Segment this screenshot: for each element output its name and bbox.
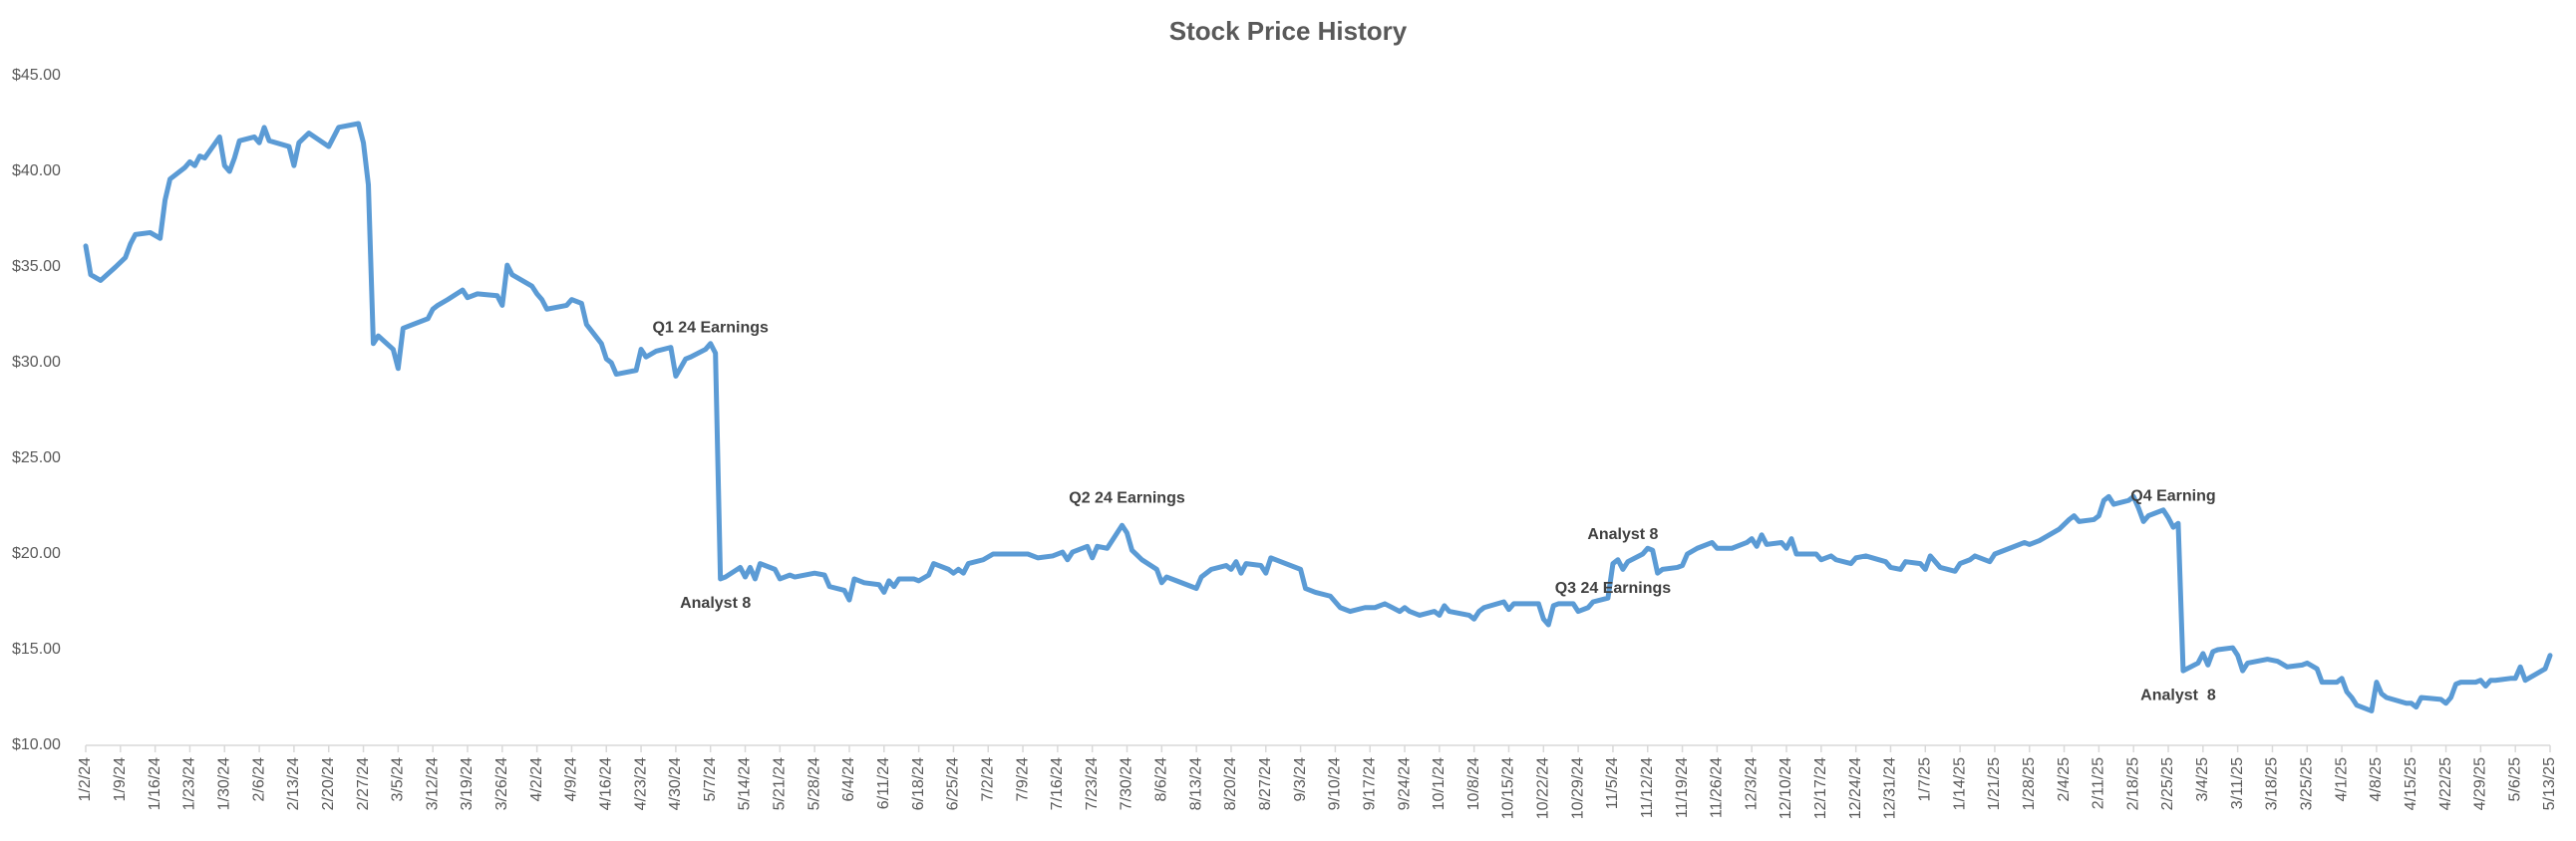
annotation: Q3 24 Earnings xyxy=(1555,580,1672,597)
x-tick-label: 4/16/24 xyxy=(597,757,614,810)
annotation: Analyst 8 xyxy=(1587,526,1658,543)
x-tick-label: 3/12/24 xyxy=(424,757,441,810)
x-tick-label: 4/22/25 xyxy=(2437,757,2454,810)
x-tick-label: 8/27/24 xyxy=(1257,757,1274,810)
x-tick-label: 10/15/24 xyxy=(1500,757,1517,819)
y-tick-label: $25.00 xyxy=(12,449,61,466)
x-tick-label: 3/25/25 xyxy=(2299,757,2316,810)
x-tick-label: 12/3/24 xyxy=(1743,757,1760,810)
y-tick-label: $15.00 xyxy=(12,641,61,658)
x-tick-label: 4/8/25 xyxy=(2368,757,2385,802)
x-tick-label: 3/11/25 xyxy=(2229,757,2246,809)
x-tick-label: 12/17/24 xyxy=(1812,757,1829,819)
x-tick-label: 12/10/24 xyxy=(1777,757,1794,819)
x-tick-label: 6/18/24 xyxy=(910,757,927,810)
x-tick-label: 6/4/24 xyxy=(840,757,857,802)
x-tick-label: 9/3/24 xyxy=(1292,757,1309,802)
x-tick-label: 7/2/24 xyxy=(979,757,996,802)
x-tick-label: 9/17/24 xyxy=(1361,757,1378,810)
x-tick-label: 10/29/24 xyxy=(1569,757,1586,819)
x-tick-label: 3/4/25 xyxy=(2194,757,2211,802)
x-tick-label: 3/5/24 xyxy=(390,757,407,802)
x-tick-label: 4/2/24 xyxy=(528,757,545,802)
x-tick-label: 2/13/24 xyxy=(285,757,302,810)
x-tick-label: 1/2/24 xyxy=(77,757,94,802)
x-tick-label: 8/6/24 xyxy=(1153,757,1170,802)
y-tick-label: $30.00 xyxy=(12,354,61,371)
x-tick-label: 11/12/24 xyxy=(1639,757,1656,818)
annotation: Analyst 8 xyxy=(2140,687,2216,703)
x-tick-label: 4/29/25 xyxy=(2472,757,2489,810)
x-tick-label: 2/27/24 xyxy=(355,757,372,810)
x-tick-label: 4/23/24 xyxy=(632,757,649,810)
annotation: Q4 Earning xyxy=(2130,488,2215,505)
x-tick-label: 4/1/25 xyxy=(2333,757,2350,802)
x-tick-label: 5/7/24 xyxy=(702,757,719,802)
x-tick-label: 5/6/25 xyxy=(2506,757,2523,802)
x-tick-label: 3/18/25 xyxy=(2264,757,2281,810)
x-tick-label: 2/6/24 xyxy=(250,757,267,802)
x-tick-label: 1/28/25 xyxy=(2021,757,2038,810)
x-tick-label: 1/30/24 xyxy=(215,757,232,810)
x-tick-label: 3/26/24 xyxy=(493,757,510,810)
x-tick-label: 11/26/24 xyxy=(1709,757,1726,818)
x-tick-label: 10/8/24 xyxy=(1465,757,1482,810)
x-tick-label: 1/16/24 xyxy=(147,757,163,810)
x-tick-label: 2/18/25 xyxy=(2124,757,2141,810)
x-tick-label: 1/7/25 xyxy=(1917,757,1934,802)
x-tick-label: 4/30/24 xyxy=(667,757,684,810)
y-tick-label: $20.00 xyxy=(12,545,61,562)
x-tick-label: 5/28/24 xyxy=(805,757,822,810)
x-tick-label: 2/25/25 xyxy=(2159,757,2176,810)
x-tick-label: 4/9/24 xyxy=(563,757,580,802)
chart-title: Stock Price History xyxy=(1169,16,1408,46)
price-line xyxy=(83,121,2553,713)
x-tick-label: 7/9/24 xyxy=(1014,757,1031,802)
x-tick-label: 1/14/25 xyxy=(1951,757,1968,810)
x-tick-label: 1/9/24 xyxy=(112,757,129,802)
x-tick-label: 8/20/24 xyxy=(1222,757,1239,810)
x-tick-label: 1/23/24 xyxy=(181,757,198,810)
x-tick-label: 8/13/24 xyxy=(1187,757,1204,810)
x-tick-label: 10/22/24 xyxy=(1535,757,1552,819)
x-tick-label: 5/14/24 xyxy=(737,757,754,810)
x-tick-label: 12/31/24 xyxy=(1882,757,1899,819)
x-tick-label: 3/19/24 xyxy=(459,757,476,810)
y-tick-label: $45.00 xyxy=(12,67,61,84)
x-tick-label: 6/11/24 xyxy=(875,757,892,809)
annotation: Q2 24 Earnings xyxy=(1069,490,1185,507)
x-tick-label: 1/21/25 xyxy=(1986,757,2003,810)
x-tick-label: 2/11/25 xyxy=(2091,757,2107,809)
x-tick-label: 9/24/24 xyxy=(1396,757,1413,810)
y-tick-label: $40.00 xyxy=(12,162,61,179)
x-tick-label: 7/30/24 xyxy=(1119,757,1135,810)
x-tick-label: 11/5/24 xyxy=(1604,757,1621,809)
x-tick-label: 12/24/24 xyxy=(1847,757,1864,819)
x-tick-label: 9/10/24 xyxy=(1327,757,1344,810)
x-tick-label: 4/15/25 xyxy=(2403,757,2419,810)
x-tick-label: 7/16/24 xyxy=(1049,757,1066,810)
y-tick-label: $35.00 xyxy=(12,258,61,275)
x-tick-label: 11/19/24 xyxy=(1674,757,1691,818)
annotation: Analyst 8 xyxy=(680,595,751,612)
x-tick-label: 7/23/24 xyxy=(1084,757,1101,810)
x-tick-label: 2/4/25 xyxy=(2056,757,2073,802)
x-tick-label: 6/25/24 xyxy=(945,757,962,810)
y-tick-label: $10.00 xyxy=(12,736,61,753)
x-tick-label: 5/21/24 xyxy=(772,757,789,810)
x-tick-label: 5/13/25 xyxy=(2541,757,2558,810)
x-tick-label: 2/20/24 xyxy=(320,757,337,810)
annotation: Q1 24 Earnings xyxy=(652,320,769,337)
x-tick-label: 10/1/24 xyxy=(1431,757,1448,810)
